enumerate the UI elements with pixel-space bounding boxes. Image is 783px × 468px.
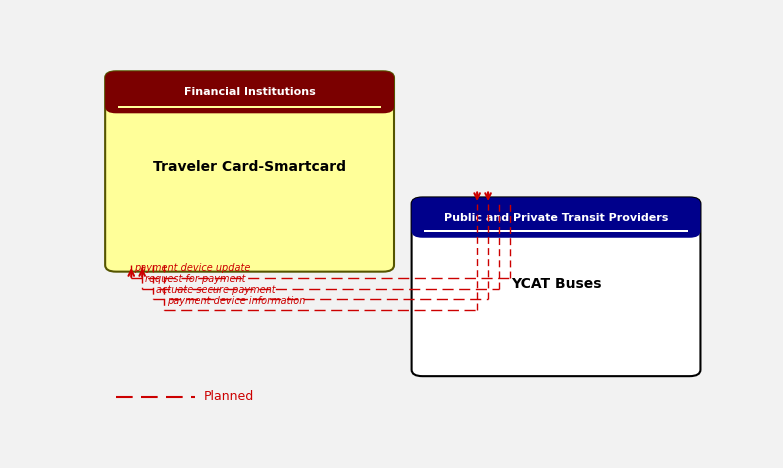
- FancyBboxPatch shape: [412, 197, 701, 238]
- FancyBboxPatch shape: [412, 197, 701, 376]
- Text: payment device information: payment device information: [167, 295, 305, 306]
- Text: Planned: Planned: [204, 390, 254, 403]
- Text: actuate secure payment: actuate secure payment: [156, 285, 276, 295]
- Text: Public and Private Transit Providers: Public and Private Transit Providers: [444, 212, 668, 223]
- Bar: [424, 230, 687, 232]
- Text: Traveler Card-Smartcard: Traveler Card-Smartcard: [153, 160, 346, 174]
- Bar: [116, 91, 383, 107]
- Text: payment device update: payment device update: [135, 263, 251, 273]
- Bar: [118, 106, 381, 108]
- FancyBboxPatch shape: [105, 71, 394, 113]
- FancyBboxPatch shape: [105, 71, 394, 271]
- Bar: [423, 216, 690, 231]
- Text: Financial Institutions: Financial Institutions: [184, 88, 316, 97]
- Text: YCAT Buses: YCAT Buses: [511, 277, 601, 291]
- Text: request for payment: request for payment: [145, 274, 246, 284]
